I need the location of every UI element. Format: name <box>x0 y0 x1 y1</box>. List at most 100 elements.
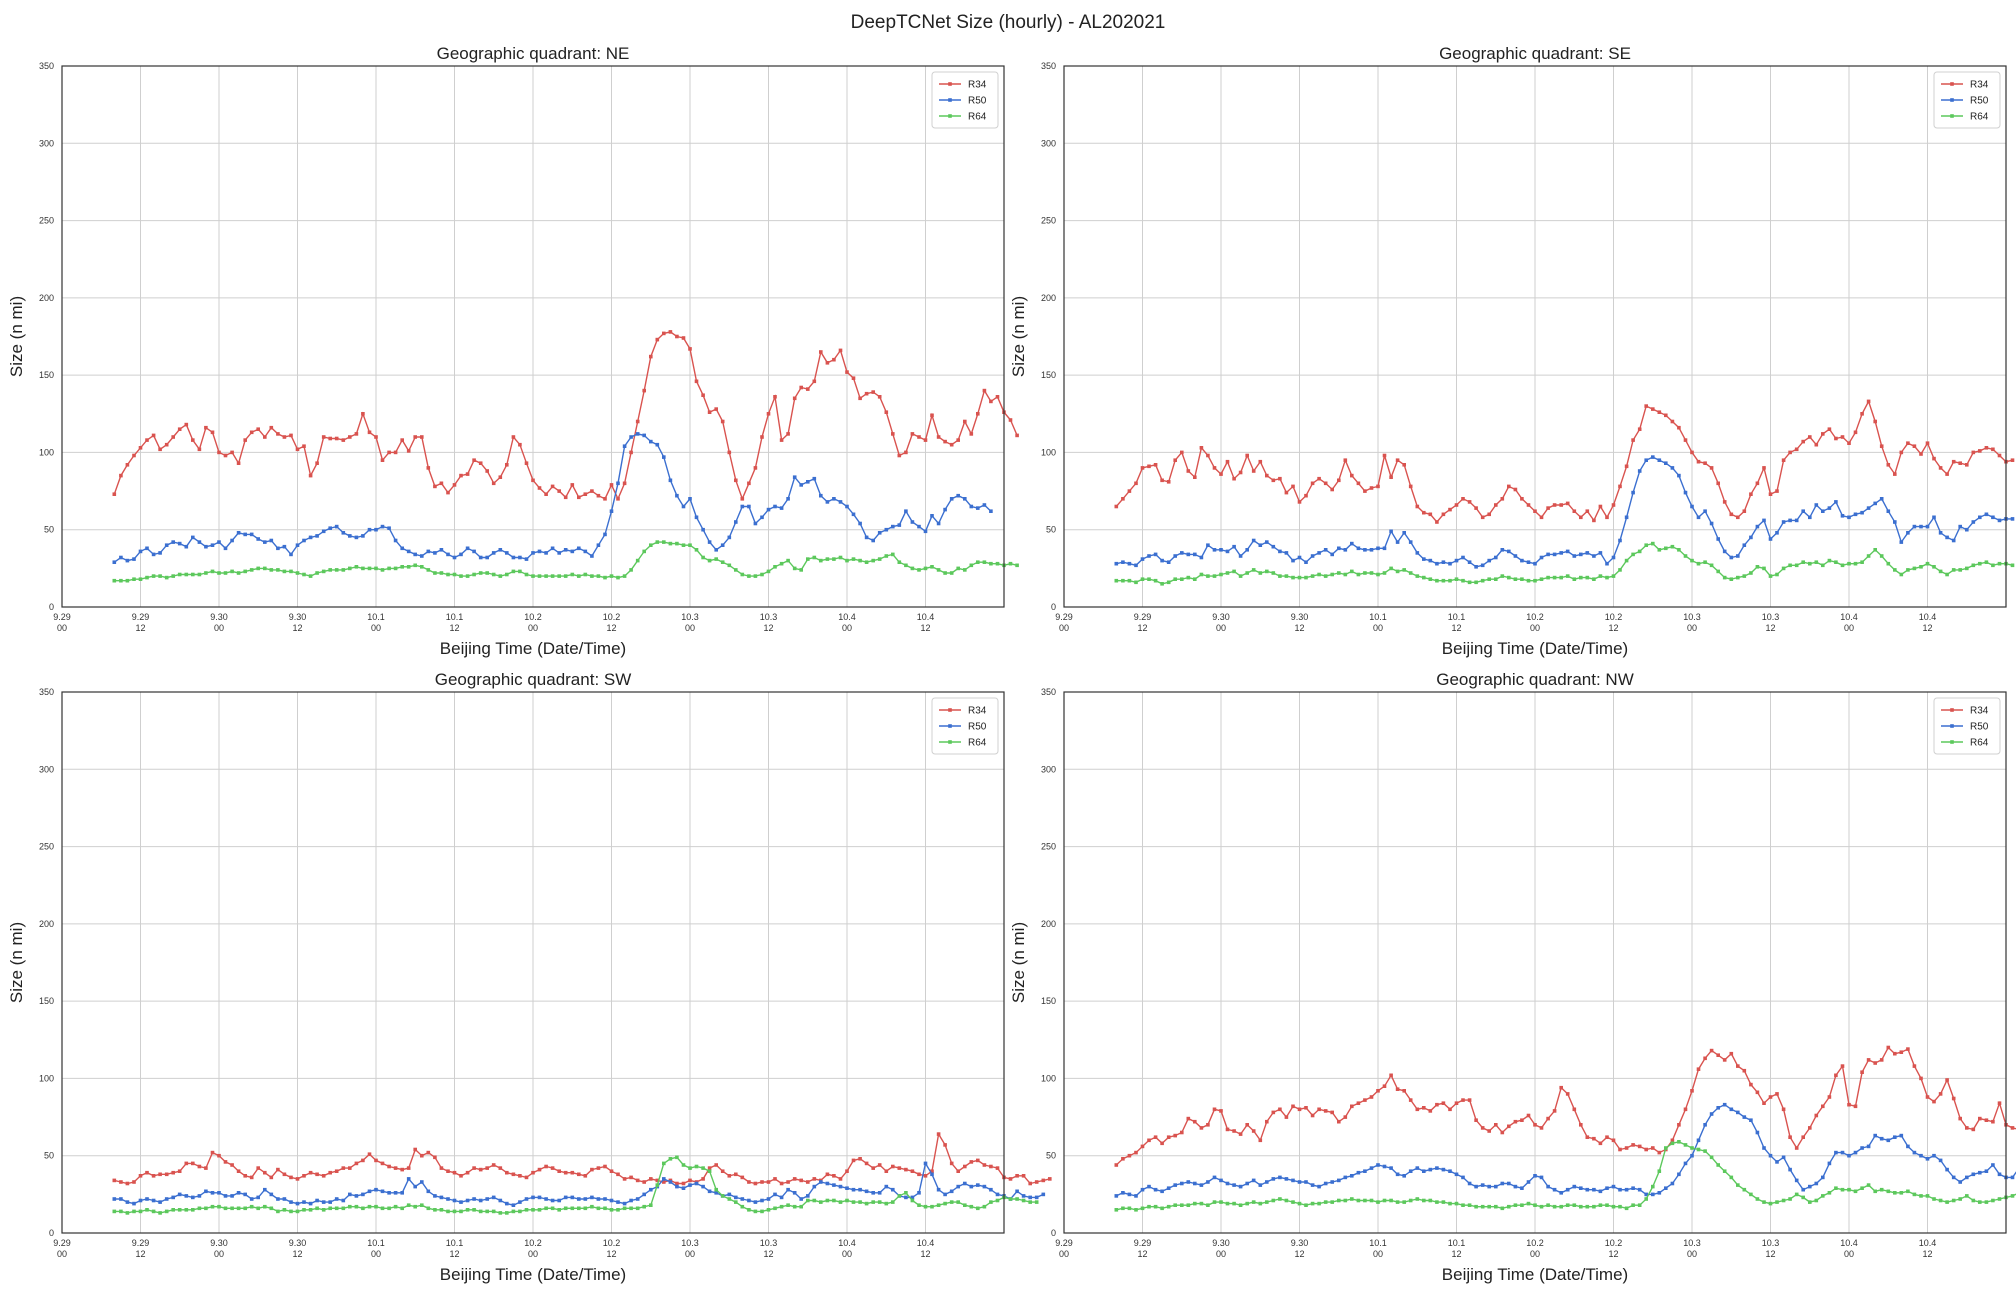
x-tick-label: 9.29 <box>132 612 150 622</box>
data-point-r34 <box>1618 484 1622 489</box>
data-point-r64 <box>1951 1198 1956 1203</box>
data-point-r50 <box>1592 1187 1596 1192</box>
data-point-r50 <box>276 546 280 551</box>
data-point-r34 <box>269 425 274 430</box>
data-point-r64 <box>295 571 300 575</box>
data-point-r64 <box>923 566 928 571</box>
data-point-r50 <box>662 455 666 459</box>
data-point-r64 <box>138 577 143 581</box>
data-point-r50 <box>1664 461 1668 465</box>
data-point-r50 <box>989 509 993 513</box>
data-point-r34 <box>557 1169 561 1173</box>
legend-marker-r64 <box>948 740 952 744</box>
data-point-r50 <box>1337 546 1341 551</box>
x-tick-label: 10.1 <box>367 1238 385 1248</box>
data-point-r64 <box>720 560 725 564</box>
data-point-r34 <box>904 1167 908 1172</box>
data-point-r64 <box>498 1211 503 1215</box>
data-point-r64 <box>465 574 470 578</box>
data-point-r50 <box>433 1194 437 1198</box>
data-point-r34 <box>1677 1123 1681 1127</box>
data-point-r64 <box>459 1209 463 1214</box>
data-point-r50 <box>707 1189 712 1194</box>
data-point-r50 <box>413 552 417 557</box>
data-point-r64 <box>1278 1197 1282 1201</box>
data-point-r34 <box>727 1174 732 1178</box>
series-line-r50 <box>113 433 992 563</box>
x-tick-label: 00 <box>214 1249 224 1259</box>
data-point-r34 <box>1729 512 1734 517</box>
data-point-r34 <box>577 495 581 500</box>
data-point-r64 <box>518 569 522 574</box>
data-point-r64 <box>1199 572 1204 577</box>
data-point-r64 <box>949 1200 954 1204</box>
data-point-r34 <box>1166 1135 1171 1139</box>
data-point-r50 <box>295 543 300 547</box>
data-point-r50 <box>217 540 221 544</box>
data-point-r50 <box>1919 1153 1923 1158</box>
y-tick-label: 0 <box>1051 1228 1056 1238</box>
data-point-r64 <box>1951 568 1956 572</box>
data-point-r34 <box>1565 1092 1570 1096</box>
chart-panel: 0501001502002503003509.29009.29129.30009… <box>1009 670 2016 1284</box>
data-point-r34 <box>806 1180 810 1184</box>
data-point-r34 <box>1605 515 1609 520</box>
data-point-r34 <box>963 419 967 424</box>
data-point-r50 <box>282 544 287 549</box>
data-point-r50 <box>138 549 143 554</box>
data-point-r34 <box>1507 1124 1511 1129</box>
data-point-r64 <box>1906 1189 1910 1194</box>
data-point-r64 <box>1677 1140 1681 1144</box>
data-point-r50 <box>1853 1150 1858 1155</box>
series-line-r64 <box>1116 1141 2016 1211</box>
data-point-r50 <box>491 551 496 555</box>
data-point-r50 <box>904 509 908 513</box>
data-point-r34 <box>1297 500 1302 504</box>
data-point-r50 <box>1873 501 1877 506</box>
data-point-r64 <box>269 568 274 572</box>
data-point-r64 <box>1637 1203 1642 1207</box>
x-tick-label: 00 <box>1059 1249 1069 1259</box>
data-point-r34 <box>302 444 306 448</box>
data-point-r64 <box>1539 1204 1544 1209</box>
data-point-r50 <box>897 523 902 527</box>
data-point-r64 <box>1008 1197 1013 1201</box>
data-point-r34 <box>1500 497 1505 501</box>
data-point-r50 <box>1814 503 1819 507</box>
data-point-r64 <box>963 568 967 572</box>
data-point-r50 <box>557 1198 561 1203</box>
data-point-r64 <box>302 1208 306 1212</box>
x-tick-label: 10.3 <box>681 1238 699 1248</box>
data-point-r34 <box>675 1181 679 1186</box>
x-tick-label: 12 <box>1765 623 1775 633</box>
data-point-r34 <box>1631 438 1635 442</box>
data-point-r64 <box>1389 566 1393 571</box>
data-point-r34 <box>570 1170 575 1175</box>
data-point-r50 <box>1690 504 1694 509</box>
data-point-r64 <box>524 1208 529 1212</box>
y-tick-label: 50 <box>1046 525 1056 535</box>
data-point-r64 <box>936 568 941 572</box>
data-point-r50 <box>1015 1189 1019 1194</box>
data-point-r50 <box>976 1183 980 1187</box>
data-point-r64 <box>1225 571 1230 575</box>
data-point-r34 <box>1304 1106 1308 1110</box>
series-line-r64 <box>1116 542 2013 585</box>
data-point-r50 <box>1278 1175 1282 1180</box>
data-point-r34 <box>1866 1058 1871 1062</box>
data-point-r64 <box>1703 1149 1707 1153</box>
data-point-r50 <box>819 493 823 498</box>
data-point-r50 <box>1539 1175 1544 1180</box>
data-point-r64 <box>1683 554 1688 558</box>
y-tick-label: 0 <box>49 1228 54 1238</box>
data-point-r64 <box>1840 1187 1845 1192</box>
x-tick-label: 9.29 <box>132 1238 150 1248</box>
data-point-r50 <box>1323 548 1328 552</box>
data-point-r50 <box>1520 558 1524 563</box>
data-point-r34 <box>1134 1150 1138 1155</box>
data-point-r64 <box>537 1208 542 1212</box>
data-point-r50 <box>622 1201 627 1206</box>
data-point-r50 <box>1428 1167 1433 1172</box>
data-point-r34 <box>1251 1129 1256 1133</box>
data-point-r34 <box>1886 1045 1891 1050</box>
